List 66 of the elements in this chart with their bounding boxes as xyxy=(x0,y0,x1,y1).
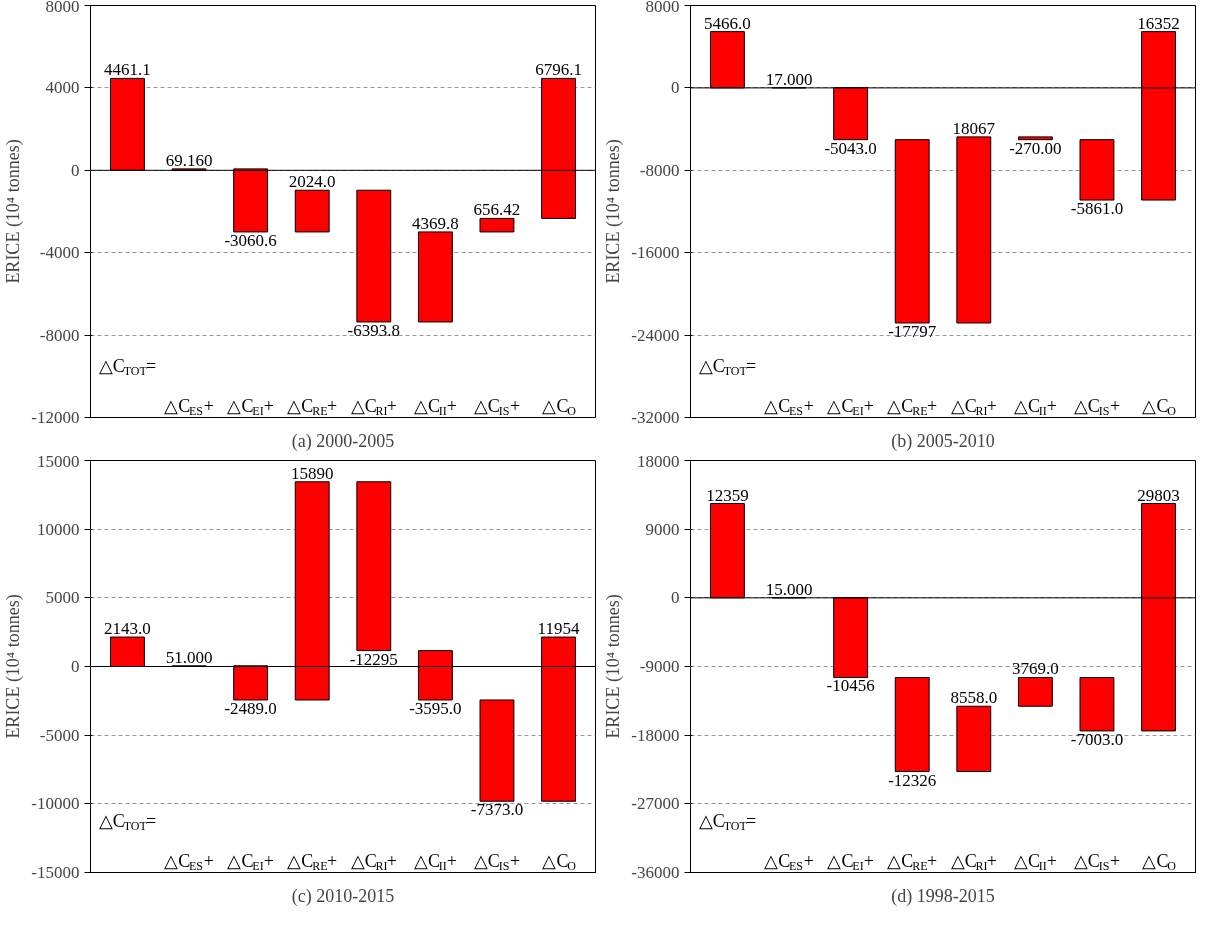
y-axis-title: ERICE (10⁴ tonnes) xyxy=(603,139,625,284)
y-tick-label: 8000 xyxy=(645,0,680,16)
y-tick-label: 0 xyxy=(671,78,680,98)
data-label: 11954 xyxy=(537,619,580,639)
data-label: 15890 xyxy=(290,463,334,483)
data-label: 8558.0 xyxy=(950,688,998,708)
data-label: 2143.0 xyxy=(104,619,151,639)
data-label: -6393.8 xyxy=(347,320,401,340)
y-tick-label: -8000 xyxy=(39,325,80,345)
y-tick-label: -12000 xyxy=(31,408,80,427)
data-label: 3769.0 xyxy=(1012,659,1059,679)
y-axis-title: ERICE (10⁴ tonnes) xyxy=(3,139,25,284)
y-tick-label: -27000 xyxy=(631,794,680,814)
data-label: 69.160 xyxy=(165,150,213,170)
text: (a) 2000-2005 xyxy=(291,430,395,452)
y-tick-label: -24000 xyxy=(631,325,680,345)
data-label: -270.00 xyxy=(1009,138,1062,158)
y-tick-label: -9000 xyxy=(639,657,680,676)
text: (d) 1998-2015 xyxy=(891,885,995,907)
y-tick-label: -8000 xyxy=(639,160,680,180)
data-label: 656.42 xyxy=(473,200,521,220)
y-tick-label: 8000 xyxy=(45,0,80,16)
data-label: -5043.0 xyxy=(824,138,877,158)
y-tick-label: 4000 xyxy=(45,78,80,98)
y-tick-label: -36000 xyxy=(631,863,680,882)
data-label: 12359 xyxy=(706,485,749,505)
data-label: 2024.0 xyxy=(288,172,336,192)
data-label: -5861.0 xyxy=(1070,199,1124,219)
y-tick-label: -5000 xyxy=(39,725,80,745)
y-tick-label: 0 xyxy=(671,588,680,608)
data-label: -12295 xyxy=(349,649,398,669)
data-label: 51.000 xyxy=(165,647,213,667)
y-tick-label: 0 xyxy=(71,160,80,180)
y-tick-label: -16000 xyxy=(631,243,680,263)
y-tick-label: 15000 xyxy=(37,451,80,471)
data-label: -3595.0 xyxy=(409,698,462,718)
data-label: 4461.1 xyxy=(104,60,151,80)
data-label: 29803 xyxy=(1137,485,1180,505)
data-label: -10456 xyxy=(826,676,875,696)
y-tick-label: 5000 xyxy=(45,588,80,608)
data-label: 16352 xyxy=(1137,13,1180,33)
y-axis-title: ERICE (10⁴ tonnes) xyxy=(3,594,25,739)
data-label: -3060.6 xyxy=(224,230,277,250)
data-label: -17797 xyxy=(888,321,937,341)
y-tick-label: 18000 xyxy=(637,451,680,471)
data-label: 5466.0 xyxy=(704,13,751,33)
y-tick-label: -18000 xyxy=(631,725,680,745)
data-label: 6796.1 xyxy=(535,60,582,80)
text: (c) 2010-2015 xyxy=(291,885,395,907)
data-label: 17.000 xyxy=(765,69,813,89)
y-tick-label: -32000 xyxy=(631,408,680,427)
data-label: 4369.8 xyxy=(412,213,459,233)
data-label: 15.000 xyxy=(765,579,813,599)
data-label: -12326 xyxy=(888,770,937,790)
y-tick-label: 9000 xyxy=(645,519,680,539)
y-tick-label: -15000 xyxy=(31,863,80,882)
data-label: -2489.0 xyxy=(224,698,277,718)
data-label: 18067 xyxy=(952,118,996,138)
y-tick-label: 10000 xyxy=(37,519,80,539)
y-axis-title: ERICE (10⁴ tonnes) xyxy=(603,594,625,739)
y-tick-label: 0 xyxy=(71,657,80,676)
data-label: -7373.0 xyxy=(470,800,524,820)
y-tick-label: -10000 xyxy=(31,794,80,814)
data-label: -7003.0 xyxy=(1070,729,1124,749)
text: (b) 2005-2010 xyxy=(891,430,995,452)
y-tick-label: -4000 xyxy=(39,243,80,263)
